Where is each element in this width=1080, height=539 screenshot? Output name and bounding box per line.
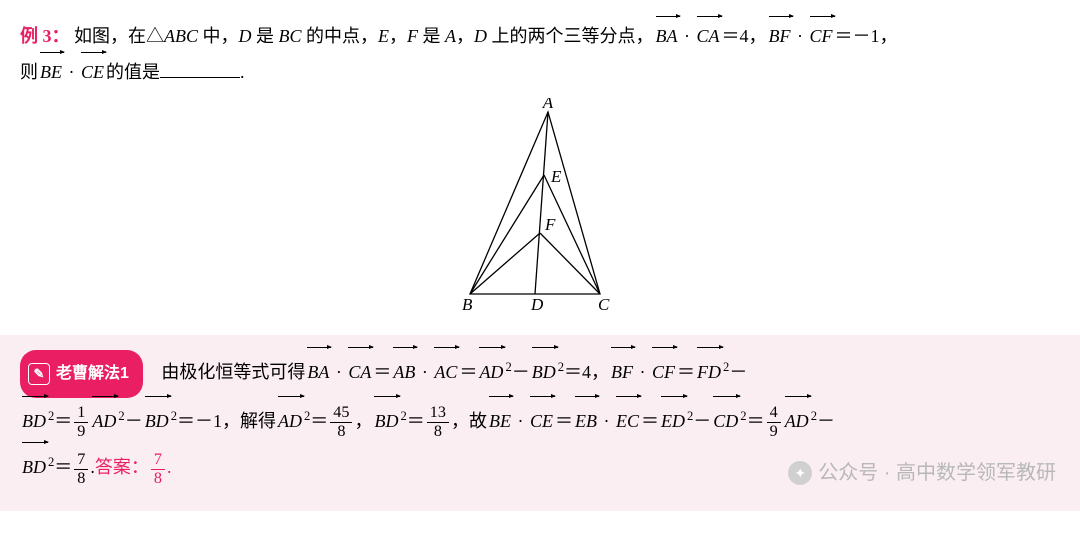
vector-BF: BF — [767, 18, 793, 54]
method-badge: ✎ 老曹解法1 — [20, 350, 143, 398]
method-label: 老曹解法1 — [56, 353, 129, 395]
label-D: D — [530, 295, 544, 314]
vector-CF: CF — [808, 18, 835, 54]
label-B: B — [462, 295, 473, 314]
vector-CE: CE — [79, 54, 106, 90]
triangle-name: ABC — [164, 26, 198, 46]
answer-value: 78 — [151, 451, 165, 488]
vector-BA: BA — [654, 18, 680, 54]
vector-CA: CA — [695, 18, 722, 54]
answer-label: 答案： — [95, 457, 149, 477]
pencil-icon: ✎ — [28, 363, 50, 385]
solution-panel: ✎ 老曹解法1 由极化恒等式可得BA · CA＝AB · AC＝AD2－BD2＝… — [0, 335, 1080, 511]
wechat-icon: ✦ — [788, 461, 812, 485]
label-F: F — [544, 215, 556, 234]
label-C: C — [598, 295, 610, 314]
watermark-text: 公众号 · 高中数学领军教研 — [818, 447, 1056, 499]
watermark: ✦ 公众号 · 高中数学领军教研 — [788, 447, 1056, 499]
answer-blank — [160, 60, 240, 78]
example-label: 例 3： — [20, 26, 70, 46]
label-E: E — [550, 167, 562, 186]
label-A: A — [542, 98, 554, 112]
problem-text: 如图，在△ — [74, 26, 164, 46]
triangle-figure: A E F B D C — [0, 90, 1080, 335]
problem-statement: 例 3： 如图，在△ABC 中，D 是 BC 的中点，E，F 是 A，D 上的两… — [0, 0, 1080, 90]
vector-BE: BE — [38, 54, 64, 90]
